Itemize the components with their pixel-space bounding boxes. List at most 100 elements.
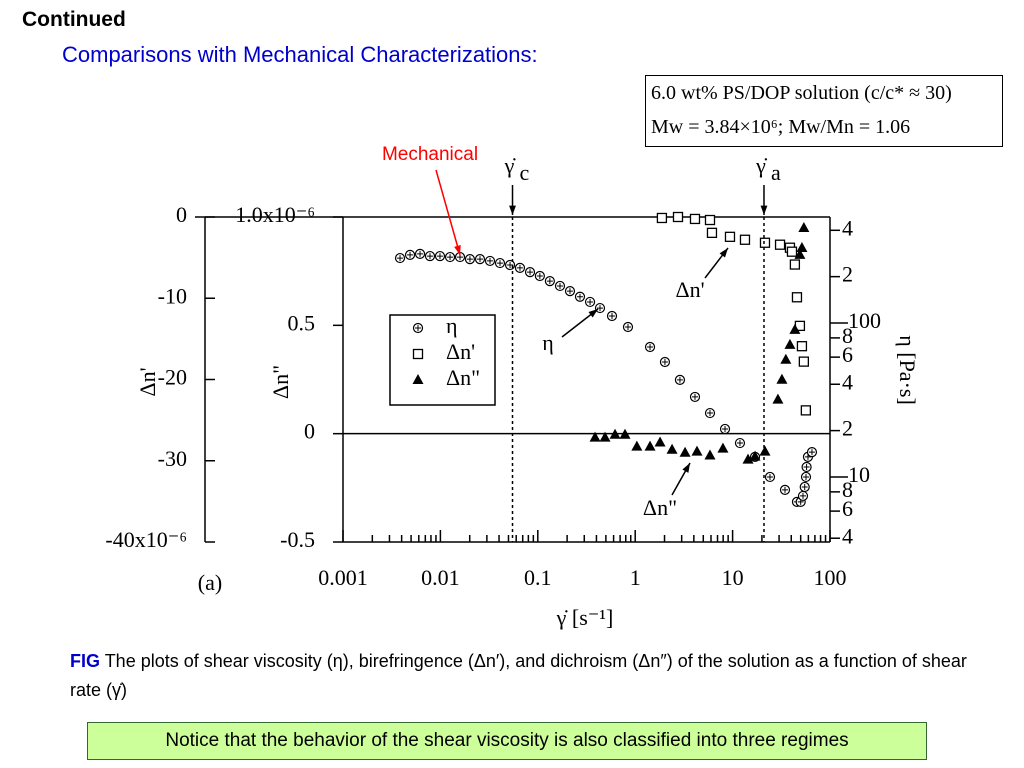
marker-plus bbox=[799, 492, 806, 499]
square-point bbox=[774, 239, 786, 250]
triangle-point bbox=[412, 374, 424, 384]
triangle-point bbox=[798, 222, 810, 233]
callout-label: Δn' bbox=[675, 277, 704, 302]
marker-plus bbox=[802, 473, 809, 480]
marker-plus bbox=[596, 305, 603, 312]
marker-plus bbox=[486, 257, 493, 264]
y2-tick-label: 6 bbox=[842, 496, 853, 521]
eta-point bbox=[544, 276, 555, 287]
y-axis-label: Δn" bbox=[268, 365, 293, 399]
marker-plus bbox=[566, 288, 573, 295]
marker-plus bbox=[436, 253, 443, 260]
marker-plus bbox=[706, 410, 713, 417]
y-tick-label: 0 bbox=[304, 419, 315, 444]
eta-point bbox=[584, 296, 596, 308]
eta-point bbox=[464, 254, 476, 265]
eta-point bbox=[606, 310, 618, 322]
x-axis-label: γ̇ [s⁻¹] bbox=[556, 605, 614, 630]
caption: FIG The plots of shear viscosity (η), bi… bbox=[70, 647, 970, 705]
square-point bbox=[706, 227, 718, 238]
marker-plus bbox=[476, 256, 483, 263]
eta-point bbox=[474, 254, 486, 265]
x-tick-label: 100 bbox=[814, 565, 847, 590]
marker-plus bbox=[397, 255, 404, 262]
triangle-point bbox=[631, 440, 643, 451]
marker-plus bbox=[457, 254, 464, 261]
square-point bbox=[798, 356, 810, 367]
triangle-point bbox=[759, 445, 771, 456]
triangle-point bbox=[589, 431, 601, 442]
eta-point bbox=[574, 291, 586, 302]
marker-plus bbox=[722, 425, 729, 432]
marker-plus bbox=[417, 250, 424, 257]
square-point bbox=[656, 212, 668, 224]
y3-tick-label: -30 bbox=[158, 446, 187, 471]
y3-tick-label: -20 bbox=[158, 365, 187, 390]
triangle-point bbox=[704, 449, 716, 460]
eta-point bbox=[514, 262, 526, 273]
legend-entry: Δn" bbox=[412, 365, 480, 390]
x-tick-label: 0.01 bbox=[421, 565, 460, 590]
y-tick-label: 0.5 bbox=[288, 310, 316, 335]
y3-tick-label: 0 bbox=[176, 202, 187, 227]
legend-entry: η bbox=[412, 313, 458, 338]
triangle-point bbox=[666, 443, 678, 454]
panel-label: (a) bbox=[198, 570, 222, 595]
legend-box bbox=[389, 314, 496, 406]
eta-point bbox=[719, 423, 731, 435]
eta-point bbox=[594, 302, 606, 314]
square-point bbox=[759, 237, 771, 248]
eta-point bbox=[734, 437, 746, 449]
eta-point bbox=[659, 356, 671, 368]
marker-plus bbox=[447, 254, 454, 261]
marker-plus bbox=[676, 376, 683, 383]
arrow-head bbox=[588, 309, 598, 318]
triangle-point bbox=[784, 338, 796, 349]
rate-symbol: γ̇ bbox=[504, 153, 517, 178]
y2-axis-label: η [Pa·s] bbox=[895, 335, 920, 405]
marker-plus bbox=[624, 323, 631, 330]
y2-tick-label: 4 bbox=[842, 215, 853, 240]
eta-point bbox=[704, 407, 716, 419]
eta-point bbox=[674, 374, 686, 385]
info-box: 6.0 wt% PS/DOP solution (c/c* ≈ 30) Mw =… bbox=[645, 75, 1003, 147]
triangle-point bbox=[654, 436, 666, 447]
y-tick-label: 1.0x10⁻⁶ bbox=[235, 202, 315, 227]
marker-plus bbox=[407, 251, 414, 258]
eta-point bbox=[797, 490, 809, 502]
legend-label: Δn" bbox=[446, 365, 480, 390]
y2-tick-label: 2 bbox=[842, 262, 853, 287]
square-point bbox=[704, 214, 716, 226]
eta-point bbox=[799, 481, 810, 493]
legend-entry: Δn' bbox=[412, 339, 475, 364]
mechanical-label: Mechanical bbox=[382, 144, 478, 165]
square-point bbox=[672, 211, 684, 223]
marker-plus bbox=[415, 325, 421, 331]
caption-text: The plots of shear viscosity (η), birefr… bbox=[70, 651, 967, 700]
eta-point bbox=[779, 484, 791, 495]
marker-plus bbox=[808, 449, 815, 456]
y2-tick-label: 8 bbox=[842, 323, 853, 348]
arrow-head bbox=[509, 205, 516, 215]
triangle-point bbox=[742, 453, 754, 464]
marker-plus bbox=[647, 344, 654, 351]
triangle-point bbox=[644, 440, 656, 451]
legend-label: Δn' bbox=[446, 339, 475, 364]
square-point bbox=[800, 405, 811, 416]
square-point bbox=[786, 246, 798, 257]
marker-plus bbox=[556, 282, 563, 289]
square-point bbox=[724, 231, 736, 242]
marker-plus bbox=[661, 358, 668, 365]
notice: Notice that the behavior of the shear vi… bbox=[87, 722, 927, 760]
square-point bbox=[412, 348, 424, 360]
marker-plus bbox=[496, 260, 503, 267]
eta-point bbox=[394, 252, 406, 264]
marker-plus bbox=[781, 486, 788, 493]
x-tick-label: 1 bbox=[630, 565, 641, 590]
subheading: Comparisons with Mechanical Characteriza… bbox=[62, 42, 538, 67]
eta-point bbox=[494, 257, 506, 269]
marker-plus bbox=[736, 440, 743, 447]
callout-label: η bbox=[542, 330, 554, 355]
marker-plus bbox=[803, 464, 810, 471]
